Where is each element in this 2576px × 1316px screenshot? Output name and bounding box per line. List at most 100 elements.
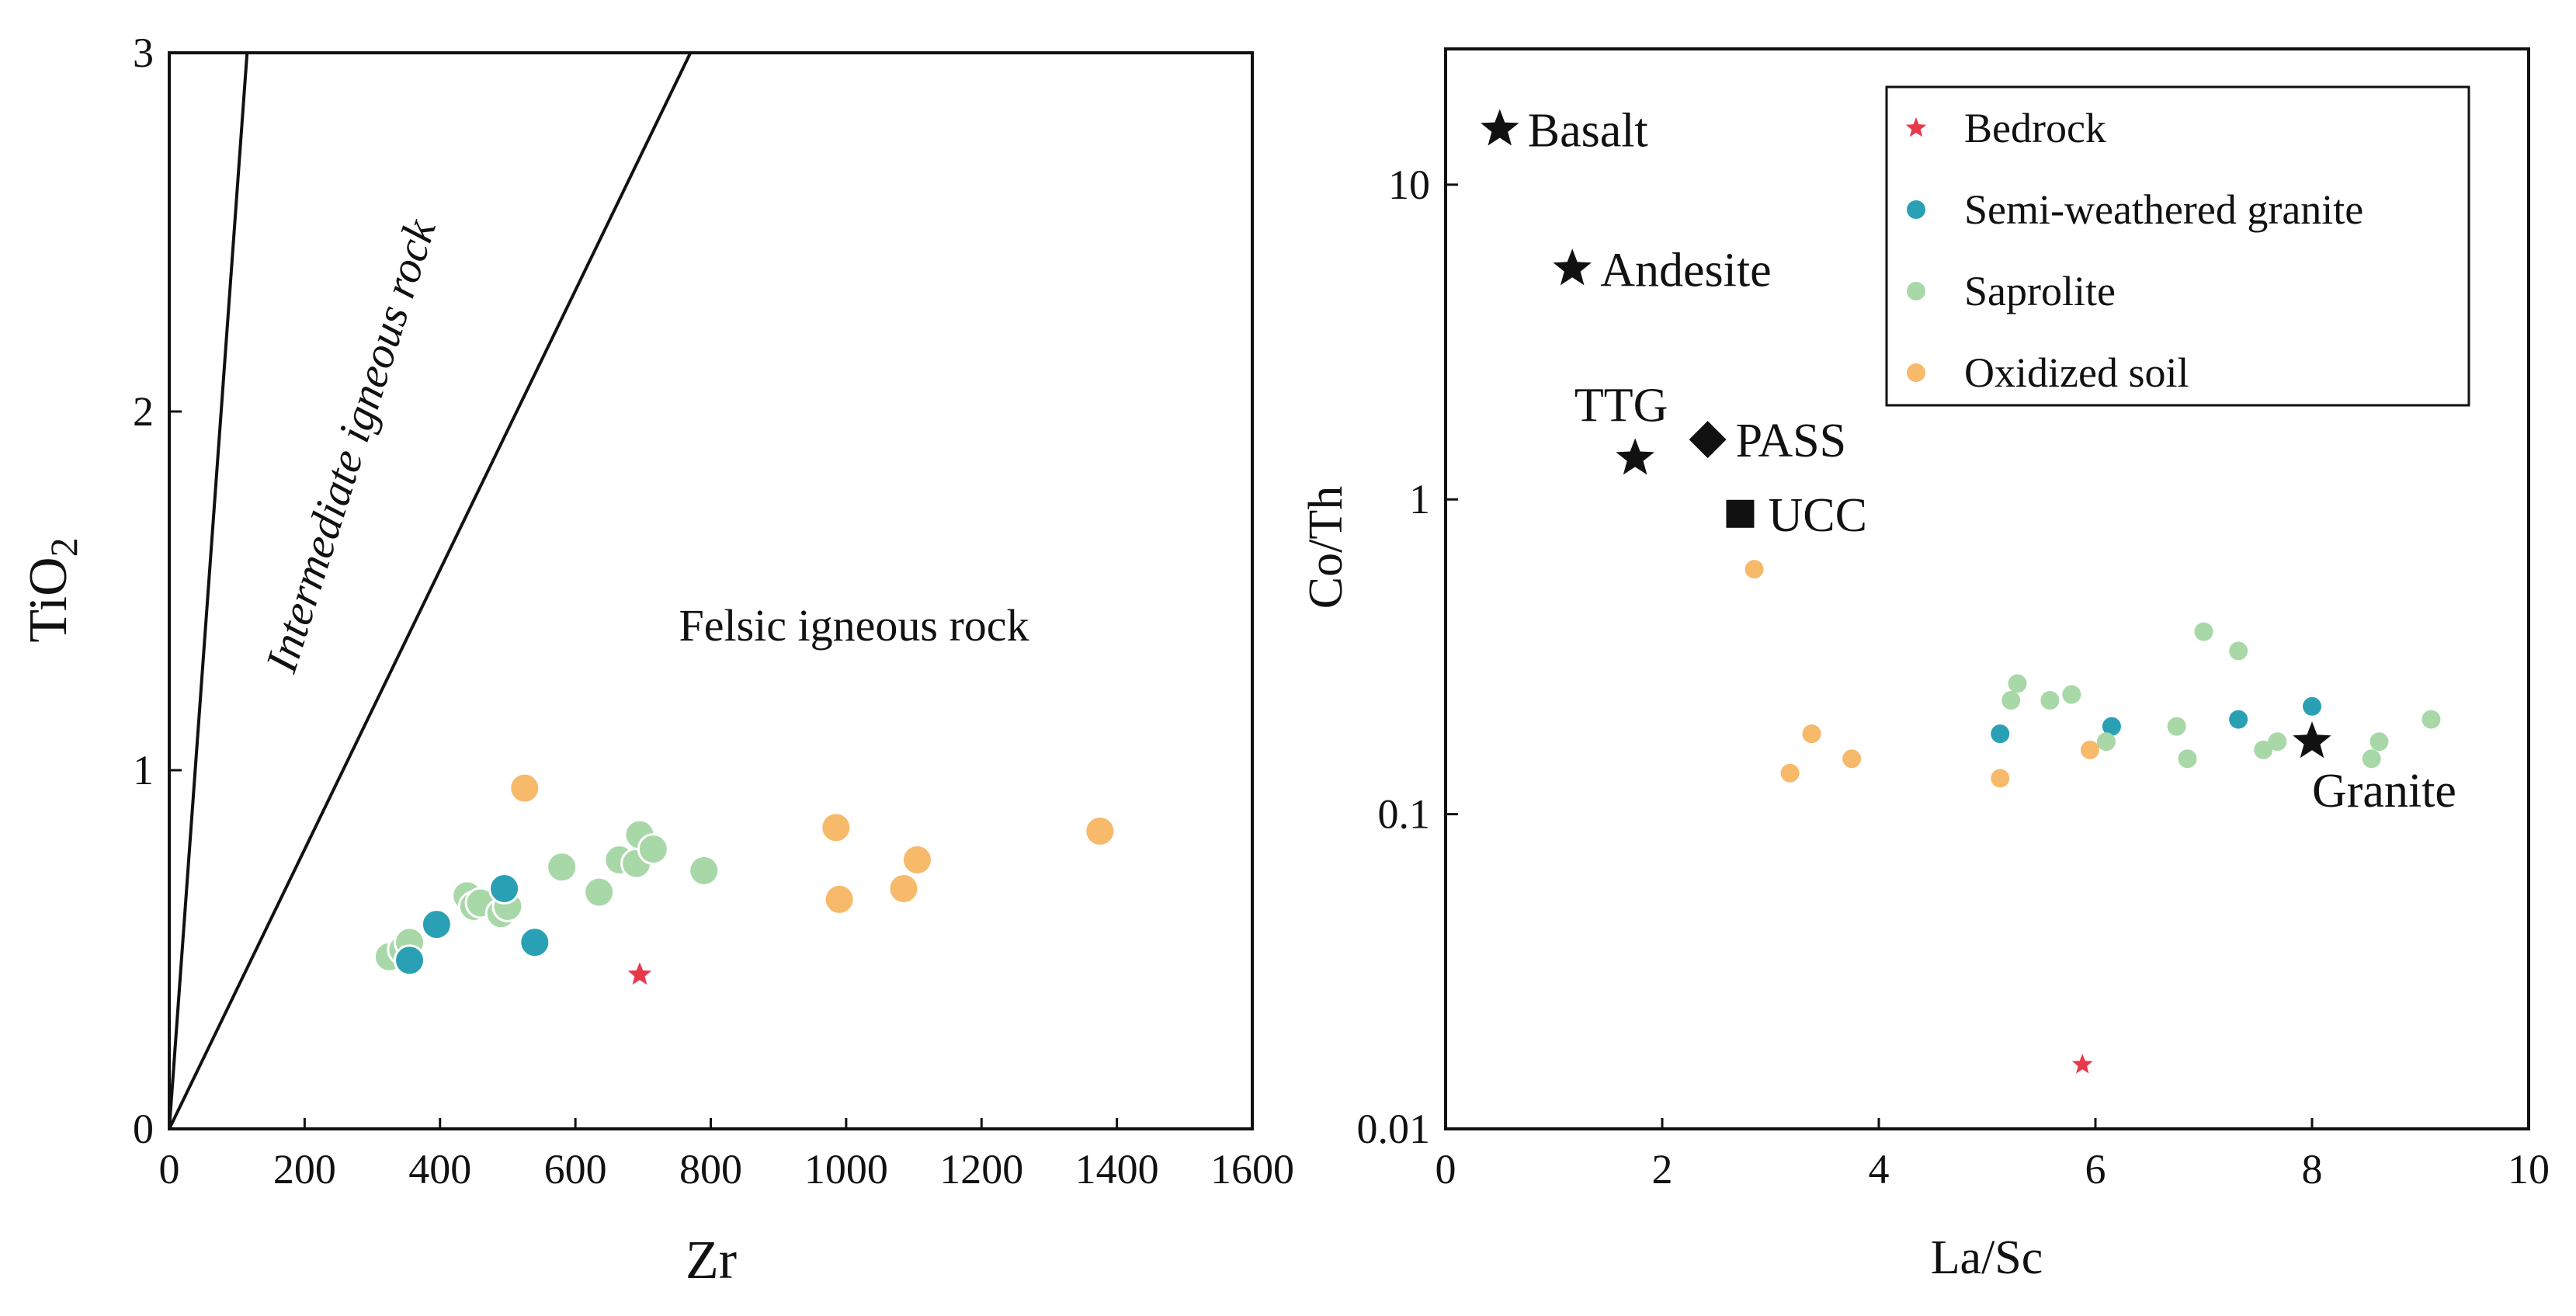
oxidized-point <box>887 872 920 905</box>
semi_weathered-point <box>2102 717 2121 736</box>
saprolite-point <box>2268 732 2287 752</box>
saprolite-point <box>2178 749 2197 769</box>
boundary-lines <box>168 52 693 1130</box>
reference-ucc-label: UCC <box>1768 489 1866 542</box>
legend-bedrock-label: Bedrock <box>1964 105 2106 151</box>
legend-semi_weathered-marker <box>1907 200 1925 219</box>
saprolite-point <box>2040 690 2060 710</box>
y-tick-label: 0.1 <box>1378 791 1431 838</box>
y-axis-label-left: TiO2 <box>19 537 85 642</box>
oxidized-point <box>901 844 933 876</box>
legend-entries: Bedrock Semi-weathered granite Saprolite Ox… <box>1905 105 2363 396</box>
y-tick-label: 10 <box>1388 161 1430 208</box>
y-tick-label: 0 <box>133 1106 154 1152</box>
reference-granite-marker <box>2293 721 2331 759</box>
x-tick-label: 1400 <box>1075 1146 1159 1193</box>
x-tick-label: 600 <box>544 1146 607 1193</box>
y-tick-label: 3 <box>133 30 154 76</box>
x-tick-label: 8 <box>2302 1146 2323 1193</box>
plot-frame-right <box>1444 47 2530 1130</box>
reference-andesite-label: Andesite <box>1600 244 1771 297</box>
legend-saprolite-marker <box>1907 282 1925 300</box>
chart-zr-tio2: 0 200 400 600 800 1000 1200 1400 1600 0 1 2 3 Inter… <box>19 30 1294 1290</box>
x-tick-label: 400 <box>408 1146 471 1193</box>
legend: Bedrock Semi-weathered granite Saprolite Ox… <box>1885 85 2470 407</box>
reference-ttg-marker <box>1616 438 1654 475</box>
saprolite-point <box>2369 732 2389 752</box>
plot-frame-left <box>168 51 1254 1130</box>
oxidized-point <box>509 772 541 804</box>
legend-box <box>1885 85 2470 407</box>
oxidized-point <box>2081 740 2100 759</box>
boundary-line-1 <box>168 52 249 1130</box>
region-label-felsic: Felsic igneous rock <box>679 600 1029 651</box>
saprolite-point <box>2194 622 2213 641</box>
saprolite-point <box>2167 717 2186 736</box>
x-tick-label: 800 <box>679 1146 742 1193</box>
reference-granite-label: Granite <box>2312 765 2456 818</box>
saprolite-point <box>2001 690 2021 710</box>
right-y-ticks: 0.01 0.1 1 10 <box>1357 161 1458 1152</box>
semi_weathered-point <box>2303 696 2321 716</box>
region-label-intermediate: Intermediate igneous rock <box>255 213 446 679</box>
y-tick-label: 2 <box>133 388 154 435</box>
x-tick-label: 0 <box>1436 1146 1456 1193</box>
right-data-points <box>1745 560 2441 1074</box>
x-tick-label: 1000 <box>804 1146 888 1193</box>
x-tick-label: 1600 <box>1210 1146 1294 1193</box>
reference-andesite-marker <box>1553 248 1592 286</box>
oxidized-point <box>1842 749 1862 769</box>
reference-ucc-marker <box>1726 499 1755 528</box>
reference-pass-marker <box>1689 421 1727 459</box>
saprolite-point <box>583 876 616 908</box>
bedrock-point <box>2071 1054 2093 1074</box>
left-y-ticks: 0 1 2 3 <box>133 30 182 1152</box>
oxidized-point <box>1802 724 1821 744</box>
x-axis-label-left: Zr <box>686 1231 737 1290</box>
saprolite-point <box>637 833 669 866</box>
legend-oxidized-label: Oxidized soil <box>1964 349 2189 396</box>
saprolite-point <box>688 854 720 887</box>
reference-points: Basalt Andesite TTG PASS UCC Granite <box>1481 104 2456 818</box>
semi_weathered-point <box>519 926 551 959</box>
y-axis-label-right: Co/Th <box>1300 486 1352 609</box>
x-tick-label: 2 <box>1652 1146 1673 1193</box>
semi_weathered-point <box>2229 710 2248 729</box>
bedrock-point <box>627 962 652 985</box>
oxidized-point <box>1084 815 1116 848</box>
saprolite-point <box>2229 641 2248 661</box>
saprolite-point <box>2254 740 2273 759</box>
left-x-ticks: 0 200 400 600 800 1000 1200 1400 1600 <box>159 1118 1294 1193</box>
saprolite-point <box>2062 685 2081 704</box>
left-data-points <box>373 772 1116 985</box>
reference-basalt-label: Basalt <box>1528 104 1648 157</box>
saprolite-point <box>2362 749 2381 769</box>
legend-semi_weathered-label: Semi-weathered granite <box>1964 186 2363 233</box>
semi_weathered-point <box>394 944 426 977</box>
x-tick-label: 6 <box>2085 1146 2106 1193</box>
oxidized-point <box>820 811 852 844</box>
semi_weathered-point <box>488 872 521 905</box>
oxidized-point <box>823 883 856 915</box>
reference-pass-label: PASS <box>1736 415 1847 467</box>
legend-saprolite-label: Saprolite <box>1964 268 2116 314</box>
y-tick-label: 0.01 <box>1357 1106 1431 1152</box>
boundary-line-2 <box>168 52 693 1130</box>
saprolite-point <box>2096 732 2116 752</box>
legend-bedrock-marker <box>1905 117 1927 137</box>
y-tick-label: 1 <box>1409 476 1430 523</box>
y-axis-label-left-main: TiO <box>19 557 78 642</box>
semi_weathered-point <box>1991 724 2010 744</box>
y-tick-label: 1 <box>133 747 154 793</box>
x-tick-label: 200 <box>273 1146 336 1193</box>
y-axis-label-left-sub: 2 <box>42 537 85 557</box>
x-tick-label: 10 <box>2508 1146 2550 1193</box>
saprolite-point <box>2008 674 2027 693</box>
legend-oxidized-marker <box>1907 363 1925 382</box>
oxidized-point <box>1780 763 1800 783</box>
oxidized-point <box>1745 560 1764 579</box>
x-tick-label: 0 <box>159 1146 180 1193</box>
x-axis-label-right: La/Sc <box>1931 1231 2043 1284</box>
right-x-ticks: 0 2 4 6 8 10 <box>1436 1118 2550 1193</box>
